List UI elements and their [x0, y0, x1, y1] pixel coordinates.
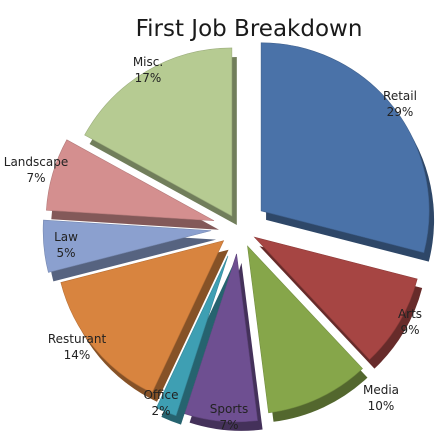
slice-office: [156, 255, 233, 425]
slice-label-resturant: Resturant: [48, 332, 107, 346]
slice-value-media: 10%: [368, 399, 395, 413]
slice-label-landscape: Landscape: [4, 155, 68, 169]
slice-landscape: [46, 139, 219, 230]
pie-slices: [42, 42, 435, 431]
slice-label-media: Media: [363, 383, 399, 397]
slice-top-office: [156, 255, 229, 417]
slice-misc-: [84, 47, 237, 225]
slice-law: [42, 219, 217, 282]
chart-title: First Job Breakdown: [136, 16, 363, 42]
slice-top-arts: [253, 236, 418, 361]
slice-top-misc-: [84, 47, 233, 217]
slice-top-landscape: [46, 139, 215, 222]
slice-retail: [260, 42, 435, 262]
slice-label-arts: Arts: [398, 307, 422, 321]
slice-value-resturant: 14%: [64, 348, 91, 362]
slice-resturant: [60, 240, 229, 402]
slice-value-law: 5%: [56, 246, 75, 260]
slice-top-retail: [260, 42, 430, 253]
slice-sports: [184, 253, 263, 431]
slice-media: [247, 245, 368, 422]
slice-value-office: 2%: [151, 404, 170, 418]
slice-value-arts: 9%: [400, 323, 419, 337]
slice-value-landscape: 7%: [26, 171, 45, 185]
slice-value-misc-: 17%: [135, 71, 162, 85]
slice-top-resturant: [60, 240, 225, 394]
slice-label-law: Law: [54, 230, 78, 244]
slice-top-sports: [184, 253, 258, 423]
slice-arts: [253, 236, 423, 369]
slice-label-retail: Retail: [383, 89, 417, 103]
slice-label-sports: Sports: [210, 402, 248, 416]
slice-top-law: [42, 219, 212, 273]
slice-top-media: [247, 245, 363, 414]
slice-label-misc-: Misc.: [133, 55, 163, 69]
slice-labels: Retail 29% Arts 9% Media 10% Sports 7% Office 2% R…: [4, 55, 422, 432]
slice-label-office: Office: [143, 388, 178, 402]
slice-value-retail: 29%: [387, 105, 414, 119]
slice-value-sports: 7%: [219, 418, 238, 432]
